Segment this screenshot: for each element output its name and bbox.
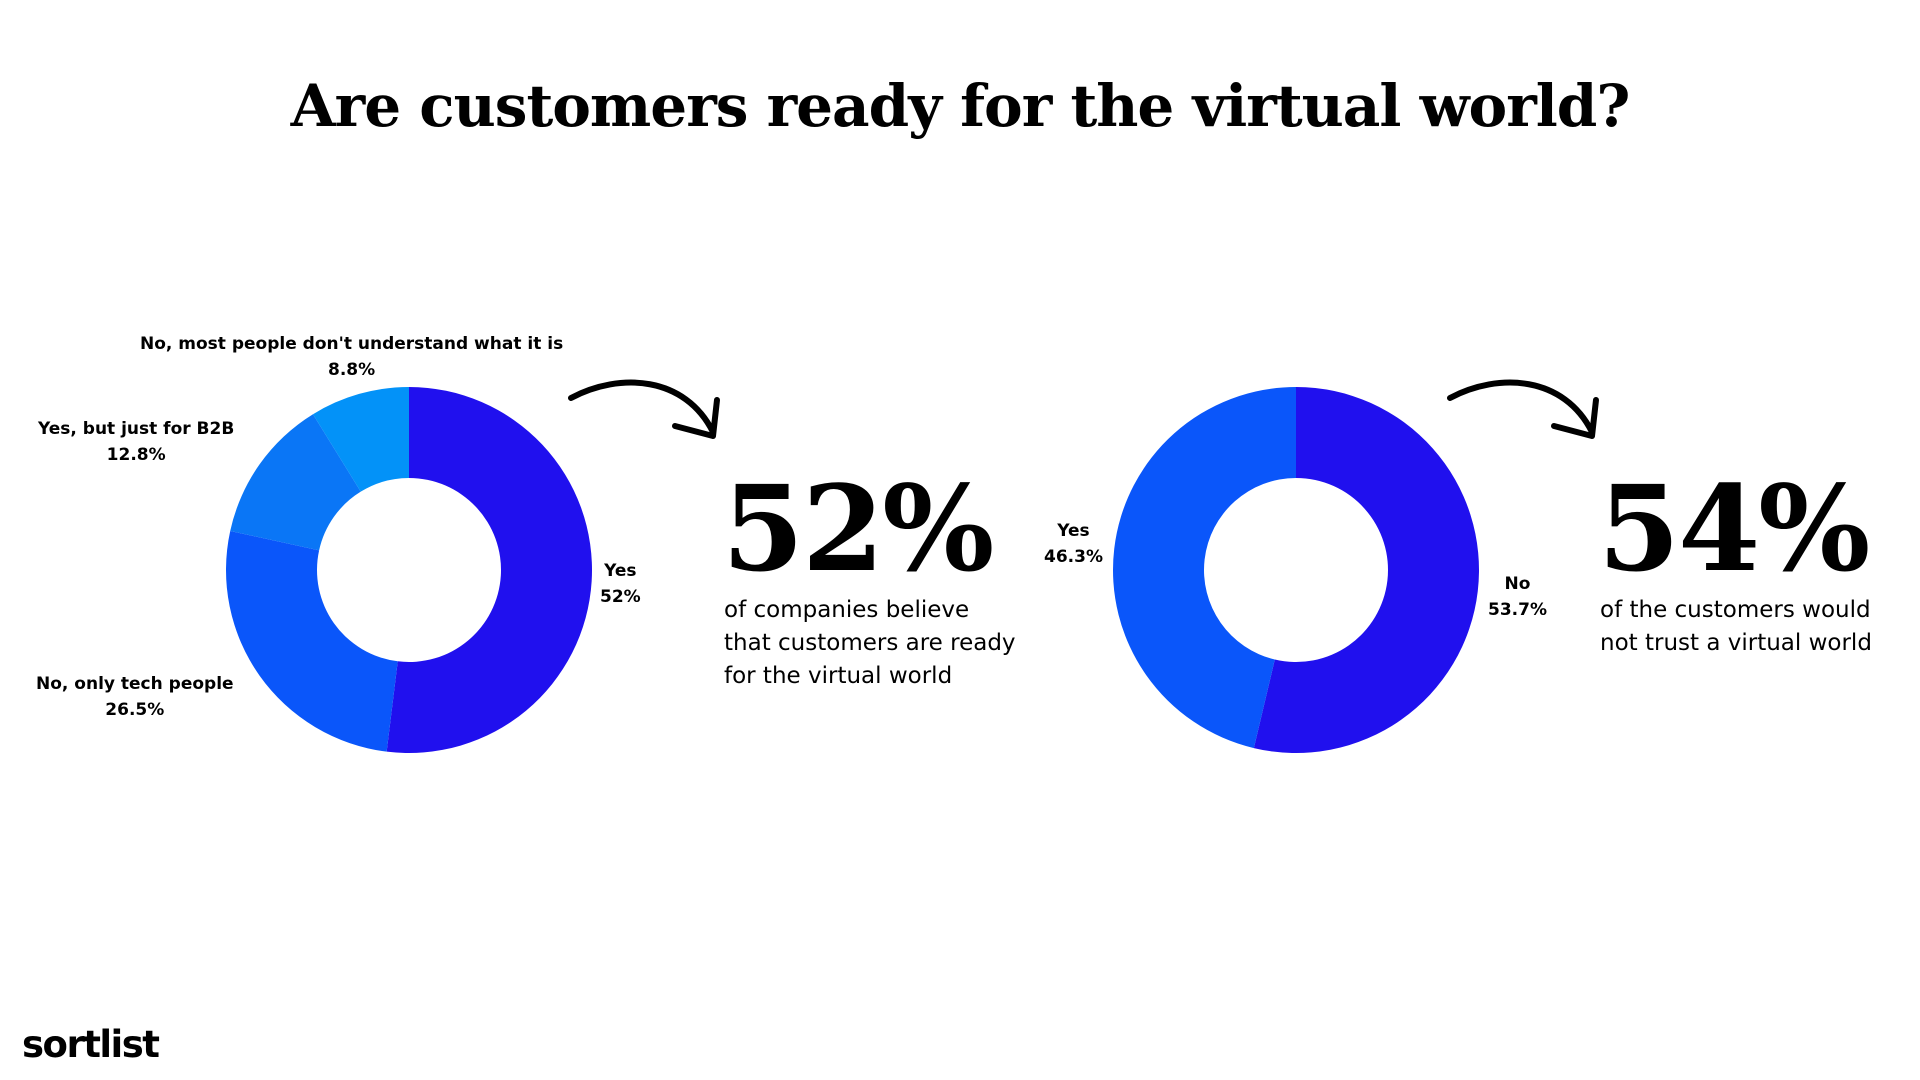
slice-label-value: 52% bbox=[600, 587, 641, 607]
slice-label-value: 46.3% bbox=[1044, 547, 1103, 567]
slice-label-only-tech: No, only tech people 26.5% bbox=[36, 671, 234, 723]
donut-slice-0 bbox=[1253, 387, 1479, 753]
caption-line: of the customers would bbox=[1600, 597, 1871, 623]
slice-label-dont-understand: No, most people don't understand what it… bbox=[140, 331, 563, 383]
slice-label-b2b: Yes, but just for B2B 12.8% bbox=[38, 416, 234, 468]
slice-label-name: No, only tech people bbox=[36, 674, 234, 694]
curved-arrow-icon bbox=[568, 379, 720, 439]
slice-label-value: 12.8% bbox=[106, 445, 166, 465]
slice-label-name: No, most people don't understand what it… bbox=[140, 334, 564, 354]
slice-label-name: Yes bbox=[1057, 521, 1090, 541]
slice-label-name: No bbox=[1504, 574, 1531, 594]
donut-chart-customers bbox=[1113, 387, 1479, 753]
donut-slice-1 bbox=[226, 530, 398, 752]
slice-label-value: 8.8% bbox=[328, 360, 376, 380]
slice-label-value: 26.5% bbox=[105, 700, 165, 720]
stat-value-companies: 52% bbox=[722, 459, 994, 598]
curved-arrow-icon bbox=[1447, 379, 1599, 439]
slice-label-name: Yes bbox=[604, 561, 637, 581]
slice-label-yes: Yes 52% bbox=[600, 558, 641, 610]
caption-line: of companies believe bbox=[724, 597, 970, 623]
slice-label-yes-customers: Yes 46.3% bbox=[1044, 518, 1103, 570]
slice-label-no: No 53.7% bbox=[1488, 571, 1547, 623]
stat-caption-companies: of companies believe that customers are … bbox=[724, 594, 1016, 693]
slice-label-name: Yes, but just for B2B bbox=[38, 419, 235, 439]
caption-line: for the virtual world bbox=[724, 663, 953, 689]
page-title: Are customers ready for the virtual worl… bbox=[290, 72, 1631, 140]
donut-slice-0 bbox=[386, 387, 592, 753]
donut-chart-companies bbox=[226, 387, 592, 753]
sortlist-logo: sortlist bbox=[22, 1023, 160, 1066]
caption-line: that customers are ready bbox=[724, 630, 1016, 656]
caption-line: not trust a virtual world bbox=[1600, 630, 1872, 656]
stat-value-customers: 54% bbox=[1598, 459, 1870, 598]
donut-slice-3 bbox=[312, 387, 409, 492]
stat-caption-customers: of the customers would not trust a virtu… bbox=[1600, 594, 1872, 660]
donut-slice-2 bbox=[230, 414, 361, 551]
donut-slice-1 bbox=[1113, 387, 1296, 749]
slice-label-value: 53.7% bbox=[1488, 600, 1547, 620]
